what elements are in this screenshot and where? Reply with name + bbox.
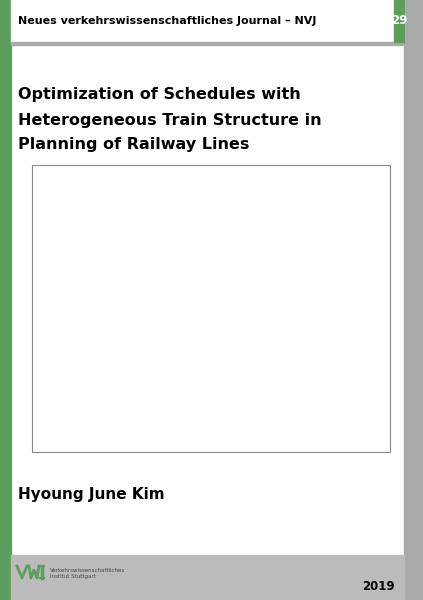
Point xyxy=(371,284,377,294)
Point xyxy=(383,352,390,361)
Point xyxy=(343,390,350,400)
Bar xyxy=(11,0,404,42)
Point xyxy=(299,270,306,280)
Point xyxy=(181,419,187,428)
Point xyxy=(356,352,363,361)
Point xyxy=(333,404,340,414)
Point xyxy=(283,165,290,175)
Point xyxy=(376,414,383,424)
Bar xyxy=(11,42,404,45)
Point xyxy=(338,361,345,371)
Point xyxy=(372,289,379,299)
Point xyxy=(315,289,322,299)
Point xyxy=(346,376,352,385)
Point xyxy=(374,356,381,366)
Point xyxy=(333,280,340,289)
Text: Verkehrswissenschaftliches: Verkehrswissenschaftliches xyxy=(50,568,125,573)
Bar xyxy=(0,0,11,600)
Text: Neues verkehrswissenschaftliches Journal – NVJ: Neues verkehrswissenschaftliches Journal… xyxy=(18,16,316,26)
Point xyxy=(378,366,385,376)
Point xyxy=(304,284,311,294)
Point xyxy=(349,395,356,404)
Text: Optimization of Schedules with: Optimization of Schedules with xyxy=(18,88,301,103)
Point xyxy=(383,352,390,361)
Point xyxy=(363,356,370,366)
Text: Heterogeneous Train Structure in: Heterogeneous Train Structure in xyxy=(18,113,321,127)
Point xyxy=(387,170,393,179)
Point xyxy=(351,366,357,376)
Point xyxy=(306,428,313,437)
Text: 2019: 2019 xyxy=(363,580,395,593)
Point xyxy=(159,379,166,388)
Point xyxy=(342,361,349,371)
Point xyxy=(360,404,367,414)
Bar xyxy=(11,555,404,600)
Point xyxy=(378,366,385,376)
Text: Institut Stuttgart: Institut Stuttgart xyxy=(50,574,96,579)
Point xyxy=(253,308,259,318)
Point xyxy=(362,366,368,376)
Text: Hyoung June Kim: Hyoung June Kim xyxy=(18,487,165,503)
Point xyxy=(385,361,392,371)
Bar xyxy=(394,0,404,42)
Point xyxy=(288,371,295,380)
Point xyxy=(354,289,361,299)
Point xyxy=(336,289,343,299)
Point xyxy=(387,218,393,227)
Point xyxy=(327,284,334,294)
Point xyxy=(211,347,218,356)
Point xyxy=(388,194,395,203)
X-axis label: Weigthed Scheduled Waiting Time: Weigthed Scheduled Waiting Time xyxy=(133,472,289,481)
Point xyxy=(365,376,372,385)
Point xyxy=(331,352,338,361)
Point xyxy=(319,356,325,366)
Text: Fitness points 47.25
Generation 72: Fitness points 47.25 Generation 72 xyxy=(109,286,193,379)
Point xyxy=(381,289,388,299)
Text: 29: 29 xyxy=(391,14,407,28)
Point xyxy=(311,280,318,289)
Point xyxy=(360,304,367,313)
Y-axis label: Generation: Generation xyxy=(0,283,7,334)
Point xyxy=(351,280,357,289)
Point xyxy=(297,366,304,376)
Point xyxy=(390,184,397,194)
Point xyxy=(358,419,365,428)
Point xyxy=(369,275,376,284)
Point xyxy=(379,275,386,284)
Point xyxy=(315,419,322,428)
Point xyxy=(369,414,376,424)
Point xyxy=(347,428,354,437)
Point xyxy=(367,395,374,404)
Point xyxy=(353,361,360,371)
Point xyxy=(387,270,393,280)
Point xyxy=(159,379,166,388)
Text: Planning of Railway Lines: Planning of Railway Lines xyxy=(18,137,250,152)
Point xyxy=(342,414,349,424)
Point xyxy=(217,433,223,442)
Bar xyxy=(404,0,423,600)
Title: The Distribution of Fitness Points: The Distribution of Fitness Points xyxy=(112,151,310,161)
Point xyxy=(324,414,331,424)
Point xyxy=(324,371,331,380)
Point xyxy=(285,308,291,318)
Point xyxy=(168,409,175,419)
Bar xyxy=(32,165,390,452)
Point xyxy=(369,428,376,437)
Point xyxy=(351,361,357,371)
